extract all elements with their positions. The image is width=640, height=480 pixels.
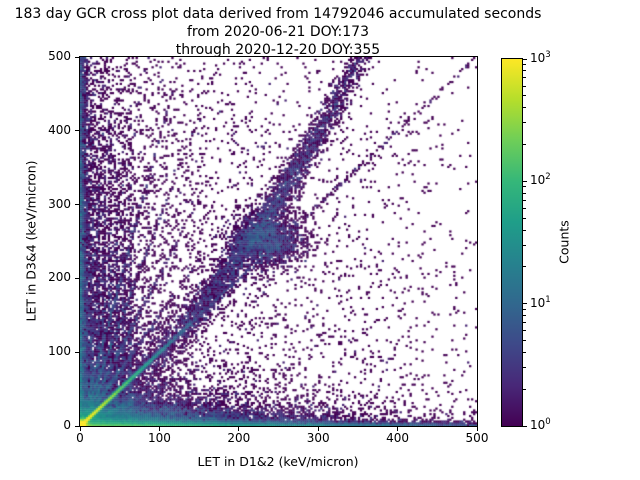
colorbar-minor-tick-mark [523,217,526,219]
colorbar-minor-tick-mark [523,330,526,332]
y-axis-label: LET in D3&4 (keV/micron) [23,160,39,322]
colorbar-tick-mark [523,303,527,305]
x-tick-label: 500 [465,431,489,445]
colorbar-minor-tick-mark [523,77,526,79]
x-tick-label: 400 [386,431,410,445]
colorbar-frame [501,58,523,427]
colorbar-minor-tick-mark [523,308,526,310]
x-tick-mark [317,427,319,431]
y-tick-mark [75,277,79,279]
y-tick-label: 300 [48,196,71,211]
y-tick-mark [75,425,79,427]
colorbar-minor-tick-mark [523,244,526,246]
colorbar-tick-label: 103 [530,50,551,65]
colorbar-tick-mark [523,425,527,427]
x-tick-label: 200 [227,431,251,445]
colorbar-minor-tick-mark [523,186,526,188]
colorbar-gradient [502,59,522,426]
y-tick-label: 100 [48,344,71,359]
colorbar-minor-tick-mark [523,229,526,231]
chart-title-line-1: 183 day GCR cross plot data derived from… [14,6,542,22]
x-tick-mark [79,427,81,431]
y-tick-mark [75,56,79,58]
chart-title-line-2: from 2020-06-21 DOY:173 [186,24,370,40]
y-tick-label: 400 [48,122,71,137]
colorbar-minor-tick-mark [523,266,526,268]
x-tick-label: 100 [147,431,171,445]
chart-title-line-3: through 2020-12-20 DOY:355 [175,42,381,58]
colorbar-minor-tick-mark [523,122,526,124]
colorbar-tick-mark [523,180,527,182]
x-tick-mark [476,427,478,431]
colorbar-minor-tick-mark [523,85,526,87]
x-tick-mark [238,427,240,431]
colorbar-minor-tick-mark [523,64,526,66]
colorbar-minor-tick-mark [523,70,526,72]
colorbar-minor-tick-mark [523,388,526,390]
colorbar-minor-tick-mark [523,315,526,317]
colorbar-tick-label: 102 [530,172,551,188]
x-axis-label: LET in D1&2 (keV/micron) [197,454,359,469]
colorbar-minor-tick-mark [523,322,526,324]
x-tick-mark [158,427,160,431]
colorbar-minor-tick-mark [523,339,526,341]
x-tick-mark [397,427,399,431]
colorbar-label: Counts [556,220,572,264]
colorbar-minor-tick-mark [523,199,526,201]
colorbar-minor-tick-mark [523,207,526,209]
y-tick-label: 200 [48,270,71,285]
y-tick-label: 500 [48,49,71,63]
colorbar-tick-label: 101 [530,294,551,310]
x-tick-label: 300 [306,431,330,445]
colorbar-tick-mark [523,58,527,60]
plot-canvas [80,57,477,426]
colorbar-minor-tick-mark [523,367,526,369]
y-tick-mark [75,351,79,353]
x-tick-label: 0 [76,431,84,445]
y-tick-mark [75,130,79,132]
colorbar-minor-tick-mark [523,192,526,194]
y-tick-mark [75,204,79,206]
colorbar-tick-label: 100 [530,417,551,432]
colorbar-minor-tick-mark [523,107,526,109]
colorbar-minor-tick-mark [523,95,526,97]
colorbar-minor-tick-mark [523,144,526,145]
y-tick-label: 0 [63,418,71,432]
colorbar-minor-tick-mark [523,351,526,353]
